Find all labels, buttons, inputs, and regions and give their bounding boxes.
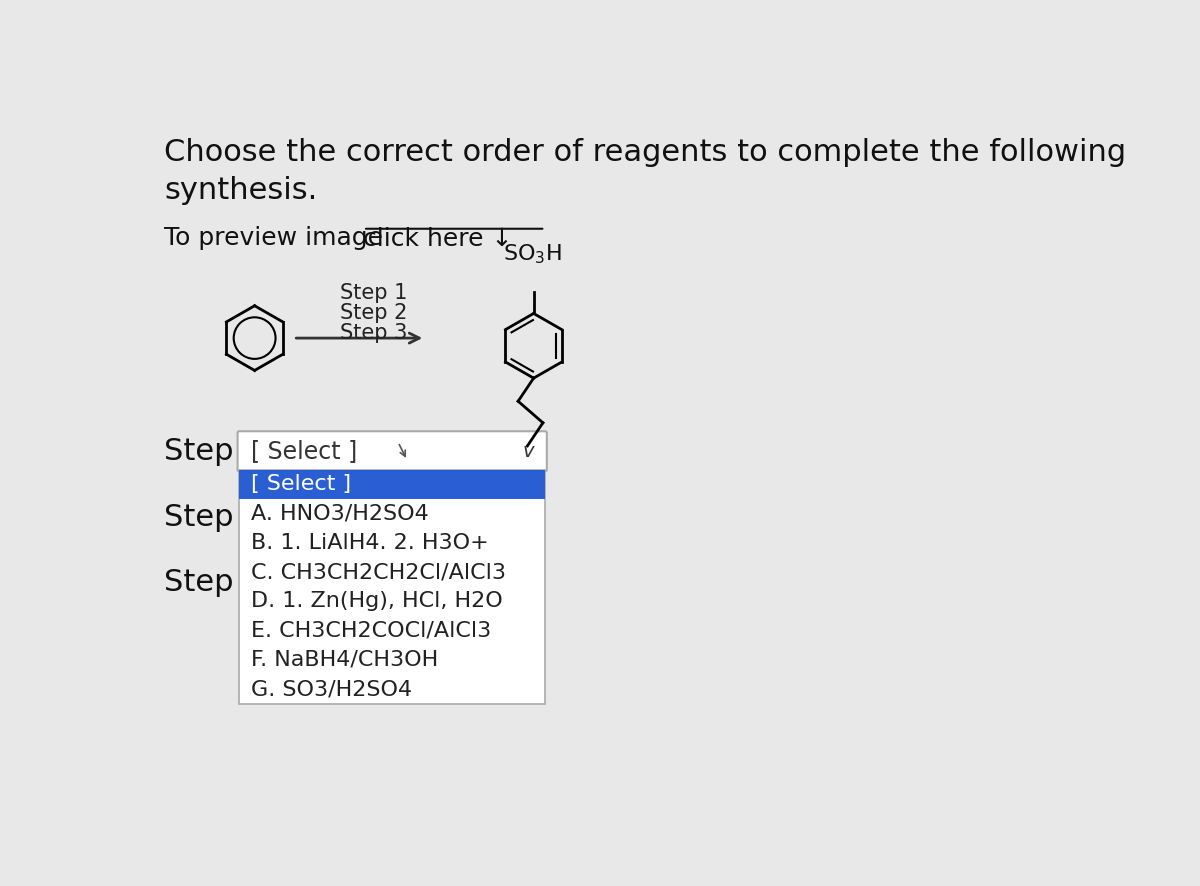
Text: click here ↓: click here ↓ bbox=[364, 227, 512, 251]
Text: B. 1. LiAlH4. 2. H3O+: B. 1. LiAlH4. 2. H3O+ bbox=[251, 532, 488, 553]
Text: To preview image: To preview image bbox=[164, 227, 391, 251]
FancyBboxPatch shape bbox=[239, 470, 545, 499]
Text: F. NaBH4/CH3OH: F. NaBH4/CH3OH bbox=[251, 650, 438, 670]
Text: Step: Step bbox=[164, 568, 234, 596]
Text: Step: Step bbox=[164, 503, 234, 532]
Text: [ Select ]: [ Select ] bbox=[251, 439, 358, 463]
FancyBboxPatch shape bbox=[239, 470, 545, 703]
Text: Step 3: Step 3 bbox=[340, 323, 407, 344]
FancyBboxPatch shape bbox=[238, 431, 547, 471]
Text: Step 2: Step 2 bbox=[340, 304, 407, 323]
Text: SO$_3$H: SO$_3$H bbox=[503, 243, 562, 267]
Text: C. CH3CH2CH2Cl/AlCl3: C. CH3CH2CH2Cl/AlCl3 bbox=[251, 563, 505, 582]
Text: Step: Step bbox=[164, 437, 234, 466]
Text: G. SO3/H2SO4: G. SO3/H2SO4 bbox=[251, 680, 412, 699]
Text: v: v bbox=[522, 442, 534, 461]
Text: synthesis.: synthesis. bbox=[164, 176, 317, 206]
Text: D. 1. Zn(Hg), HCl, H2O: D. 1. Zn(Hg), HCl, H2O bbox=[251, 592, 503, 611]
Text: Choose the correct order of reagents to complete the following: Choose the correct order of reagents to … bbox=[164, 138, 1126, 167]
Text: E. CH3CH2COCl/AlCl3: E. CH3CH2COCl/AlCl3 bbox=[251, 621, 491, 641]
Text: A. HNO3/H2SO4: A. HNO3/H2SO4 bbox=[251, 503, 428, 524]
Text: Step 1: Step 1 bbox=[340, 284, 407, 303]
Text: [ Select ]: [ Select ] bbox=[251, 474, 350, 494]
